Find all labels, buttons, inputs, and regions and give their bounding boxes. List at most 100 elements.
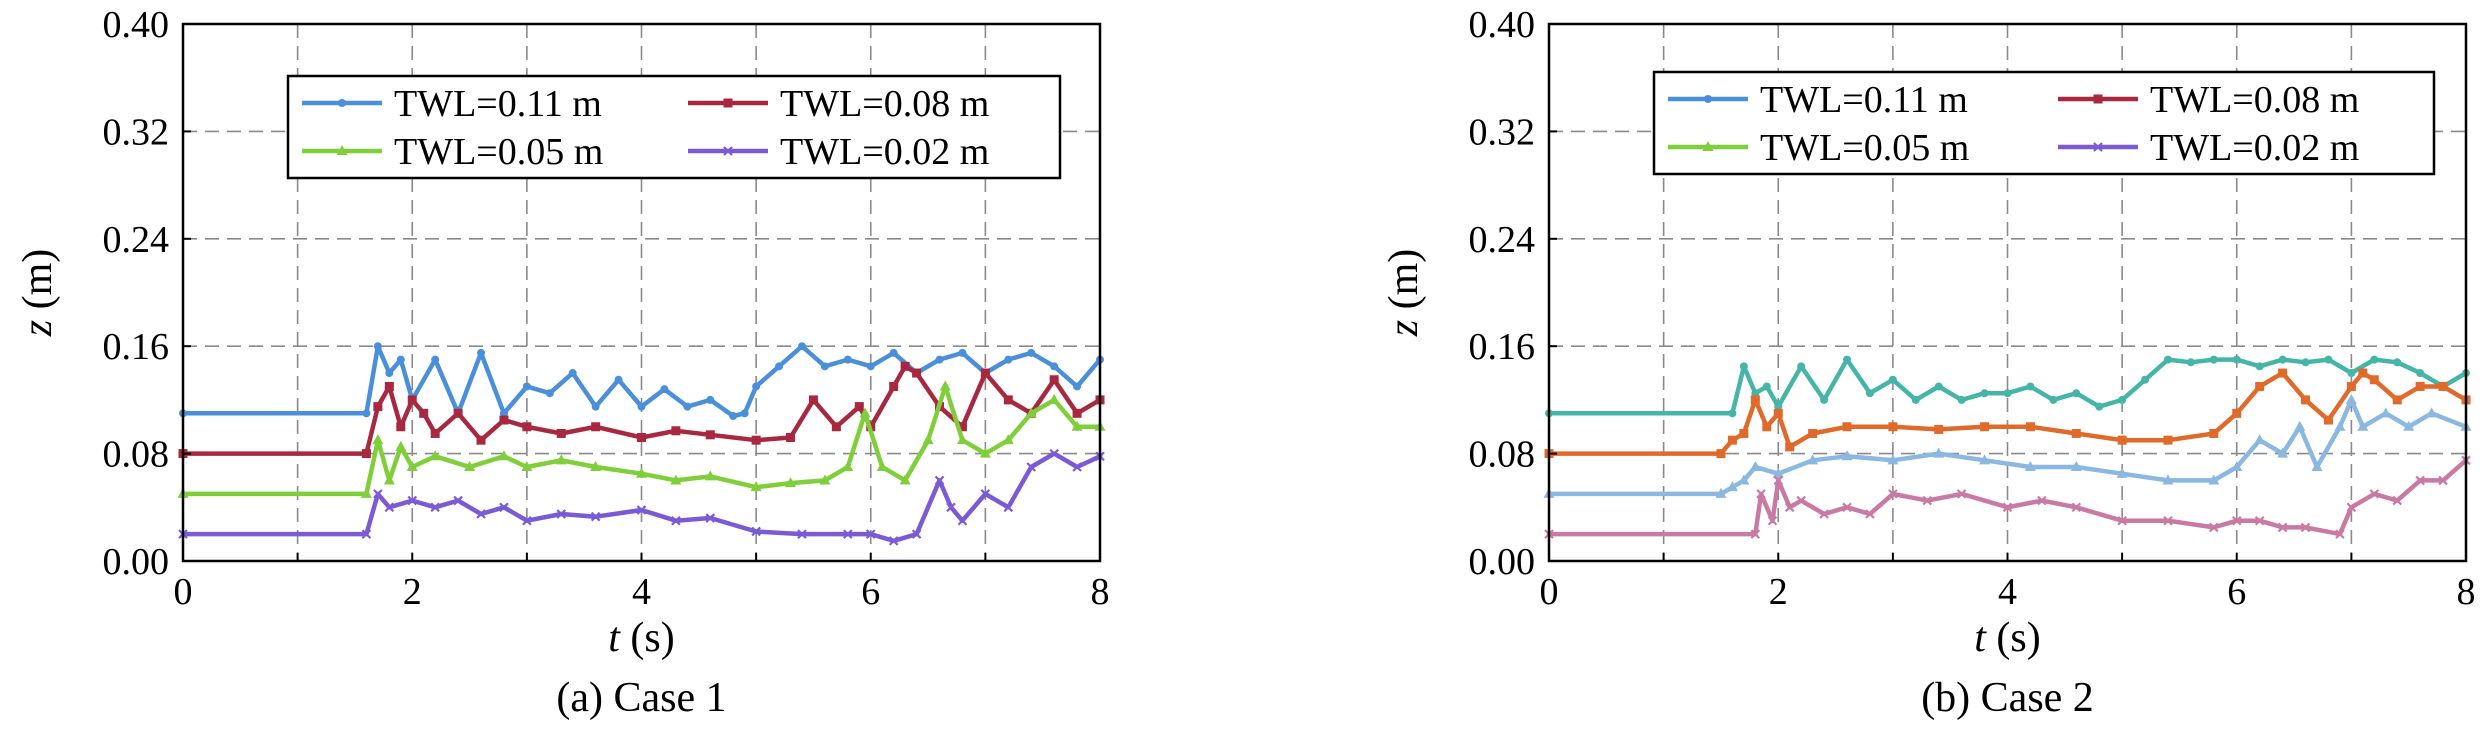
data-point (407, 495, 418, 506)
data-point (2232, 408, 2242, 418)
x-axis-unit: (s) (1986, 615, 2041, 661)
y-tick-label: 0.40 (1469, 4, 1536, 46)
data-point (899, 474, 911, 485)
data-point (740, 409, 749, 418)
data-point (2003, 389, 2012, 398)
legend-label: TWL=0.02 m (780, 131, 989, 173)
data-point (1842, 422, 1852, 432)
data-point (636, 467, 647, 478)
data-point (2301, 395, 2311, 405)
series-line (180, 451, 1103, 544)
data-point (2117, 515, 2127, 526)
data-point (979, 447, 991, 458)
data-point (876, 461, 888, 472)
data-point (2209, 355, 2218, 364)
x-tick-label: 2 (1769, 571, 1788, 613)
data-point (1048, 393, 1060, 404)
data-point (499, 502, 509, 513)
data-point (1072, 462, 1082, 472)
data-point (373, 342, 382, 351)
legend-entry: TWL=0.02 m (688, 131, 989, 173)
legend-label: TWL=0.05 m (394, 131, 603, 173)
series-line (180, 364, 1103, 456)
data-point (2141, 375, 2150, 384)
data-point (522, 422, 532, 432)
data-point (797, 342, 806, 351)
data-point (385, 369, 394, 378)
series-twl-0-05-m (177, 380, 1106, 498)
legend-entry: TWL=0.08 m (2058, 79, 2359, 121)
data-point (958, 348, 967, 357)
data-point (2231, 515, 2242, 526)
data-point (1887, 454, 1899, 465)
data-point (555, 454, 567, 465)
data-point (373, 402, 383, 412)
data-point (1049, 375, 1059, 385)
data-point (751, 526, 761, 537)
data-point (1957, 395, 1966, 404)
panel-caption: (a) Case 1 (556, 675, 726, 721)
data-point (2163, 435, 2173, 445)
data-point (1762, 382, 1771, 391)
data-point (2254, 515, 2265, 526)
data-point (1841, 450, 1853, 461)
data-point (888, 536, 899, 546)
data-point (1002, 434, 1014, 445)
data-point (1003, 502, 1014, 513)
data-point (383, 474, 395, 485)
data-point (499, 409, 508, 418)
data-point (831, 422, 841, 432)
data-point (704, 470, 716, 481)
data-point (476, 509, 486, 519)
data-point (2369, 489, 2380, 499)
data-point (1980, 389, 1989, 398)
legend-marker (338, 99, 346, 107)
data-point (2438, 381, 2448, 391)
data-point (591, 422, 601, 432)
data-point (1073, 382, 1082, 391)
data-point (1004, 355, 1013, 364)
data-point (2392, 395, 2402, 405)
data-point (1865, 389, 1874, 398)
data-point (2334, 420, 2346, 431)
data-point (2071, 502, 2082, 513)
data-point (2300, 522, 2311, 533)
data-point (1750, 529, 1761, 539)
data-point (361, 529, 372, 539)
data-point (395, 440, 407, 451)
data-point (843, 529, 853, 539)
data-point (1727, 435, 1737, 445)
data-point (2071, 428, 2081, 438)
data-point (2162, 474, 2174, 485)
data-point (1716, 449, 1726, 459)
data-point (1865, 509, 1875, 519)
data-point (430, 428, 440, 438)
legend-entry: TWL=0.05 m (302, 131, 603, 173)
data-point (2070, 461, 2082, 472)
data-point (2072, 389, 2081, 398)
data-point (2294, 420, 2306, 431)
x-tick-label: 8 (2457, 571, 2476, 613)
data-point (808, 395, 818, 405)
data-point (1934, 424, 1944, 434)
x-tick-label: 6 (2227, 571, 2246, 613)
data-point (2347, 369, 2356, 378)
data-point (372, 434, 384, 445)
data-point (1749, 461, 1761, 472)
data-point (2024, 461, 2036, 472)
data-point (2232, 355, 2241, 364)
y-tick-label: 0.32 (103, 111, 170, 153)
data-point (911, 529, 922, 539)
data-point (775, 362, 784, 371)
data-point (957, 515, 968, 526)
data-point (729, 412, 738, 421)
data-point (614, 375, 623, 384)
data-point (545, 389, 554, 398)
data-point (1820, 395, 1829, 404)
data-point (900, 361, 910, 371)
data-point (2369, 375, 2379, 385)
data-point (1728, 409, 1737, 418)
data-point (956, 434, 968, 445)
data-point (1774, 402, 1783, 411)
data-point (2254, 434, 2266, 445)
